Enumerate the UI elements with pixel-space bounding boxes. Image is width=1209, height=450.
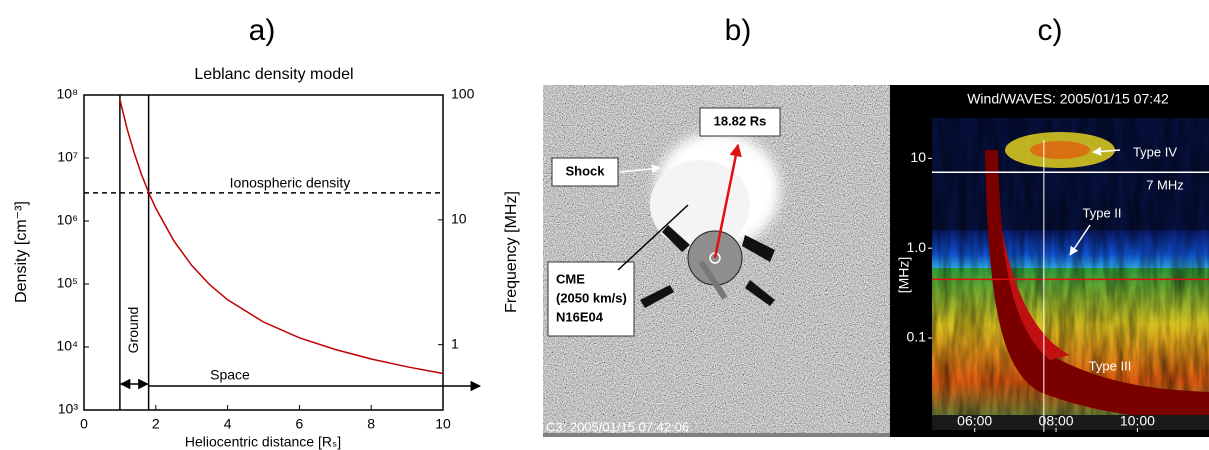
- burst-label: Type IV: [1133, 144, 1177, 159]
- burst-arrow: [1092, 146, 1121, 156]
- burst-label: Type II: [1082, 205, 1121, 220]
- spectrogram-image: [932, 118, 1209, 430]
- cme-label: (2050 km/s): [556, 290, 627, 305]
- y2-tick-label: 100: [451, 86, 475, 102]
- x-tick-label: 10:00: [1120, 413, 1155, 429]
- cme-label: CME: [556, 271, 585, 286]
- y-tick-label: 1.0: [907, 239, 927, 255]
- x-tick-label: 2: [152, 416, 160, 432]
- y-tick-label: 10³: [58, 401, 79, 417]
- y-tick-label: 10⁸: [57, 86, 79, 102]
- shock-label: Shock: [565, 163, 605, 178]
- label-box: [551, 157, 619, 187]
- panel-label: a): [249, 14, 276, 47]
- dark-streamers: [640, 225, 775, 308]
- density-chart: Leblanc density model Heliocentric dista…: [13, 66, 520, 449]
- y-tick-label: 0.1: [907, 329, 927, 345]
- burst-arrow: [1069, 224, 1091, 256]
- x-tick-label: 6: [296, 416, 304, 432]
- space-label: Space: [210, 367, 250, 383]
- frequency-label: 7 MHz: [1146, 178, 1184, 193]
- x-tick-label: 8: [367, 416, 375, 432]
- image-caption: C3: 2005/01/15 07:42:06: [546, 419, 689, 434]
- y-tick-label: 10⁷: [57, 149, 78, 165]
- coronagraph-image: 18.82 Rs Shock CME (2050 km/s) N16E04 C3…: [543, 85, 890, 437]
- chart-title: Leblanc density model: [194, 66, 353, 83]
- occulter-arm: [698, 260, 728, 300]
- height-label: 18.82 Rs: [714, 113, 767, 128]
- x-axis-label: Heliocentric distance [Rₛ]: [185, 434, 341, 450]
- x-tick-label: 06:00: [957, 413, 992, 429]
- y-axis-label: Density [cm⁻³]: [13, 201, 30, 303]
- ionospheric-label: Ionospheric density: [230, 175, 351, 191]
- y-axis-label: [MHz]: [896, 257, 912, 294]
- y-tick-label: 10⁵: [57, 275, 78, 291]
- x-tick-label: 0: [80, 416, 88, 432]
- y-tick-label: 10: [910, 149, 926, 165]
- y-tick-label: 10⁶: [57, 212, 78, 228]
- type-iii-burst: [985, 150, 1209, 420]
- burst-label: Type III: [1089, 358, 1132, 373]
- density-curve: [119, 99, 444, 375]
- cme-core: [650, 160, 750, 250]
- chart-title: Wind/WAVES: 2005/01/15 07:42: [967, 91, 1169, 107]
- label-box: [699, 107, 781, 137]
- panel-label: c): [1038, 14, 1063, 47]
- cme-label: N16E04: [556, 309, 604, 324]
- height-arrow: [713, 143, 742, 259]
- shock-arrow: [619, 164, 661, 174]
- x-tick-label: 4: [224, 416, 232, 432]
- type-iii-edge: [1002, 230, 1070, 360]
- y2-tick-label: 1: [451, 335, 459, 351]
- x-tick-label: 10: [435, 416, 451, 432]
- cme-pointer: [617, 204, 689, 271]
- panel-label: b): [725, 14, 752, 47]
- y2-tick-label: 10: [451, 211, 467, 227]
- ground-label: Ground: [125, 307, 141, 354]
- label-box: [547, 261, 635, 337]
- y2-axis-label: Frequency [MHz]: [503, 191, 520, 313]
- spectrogram-chart: Wind/WAVES: 2005/01/15 07:42 [MHz] 10 1.0…: [890, 85, 1209, 437]
- type-iv-core: [1030, 141, 1090, 159]
- plot-frame: [83, 94, 444, 411]
- spectrum-base: [932, 415, 1209, 430]
- x-tick-label: 08:00: [1039, 413, 1074, 429]
- y-tick-label: 10⁴: [56, 338, 78, 354]
